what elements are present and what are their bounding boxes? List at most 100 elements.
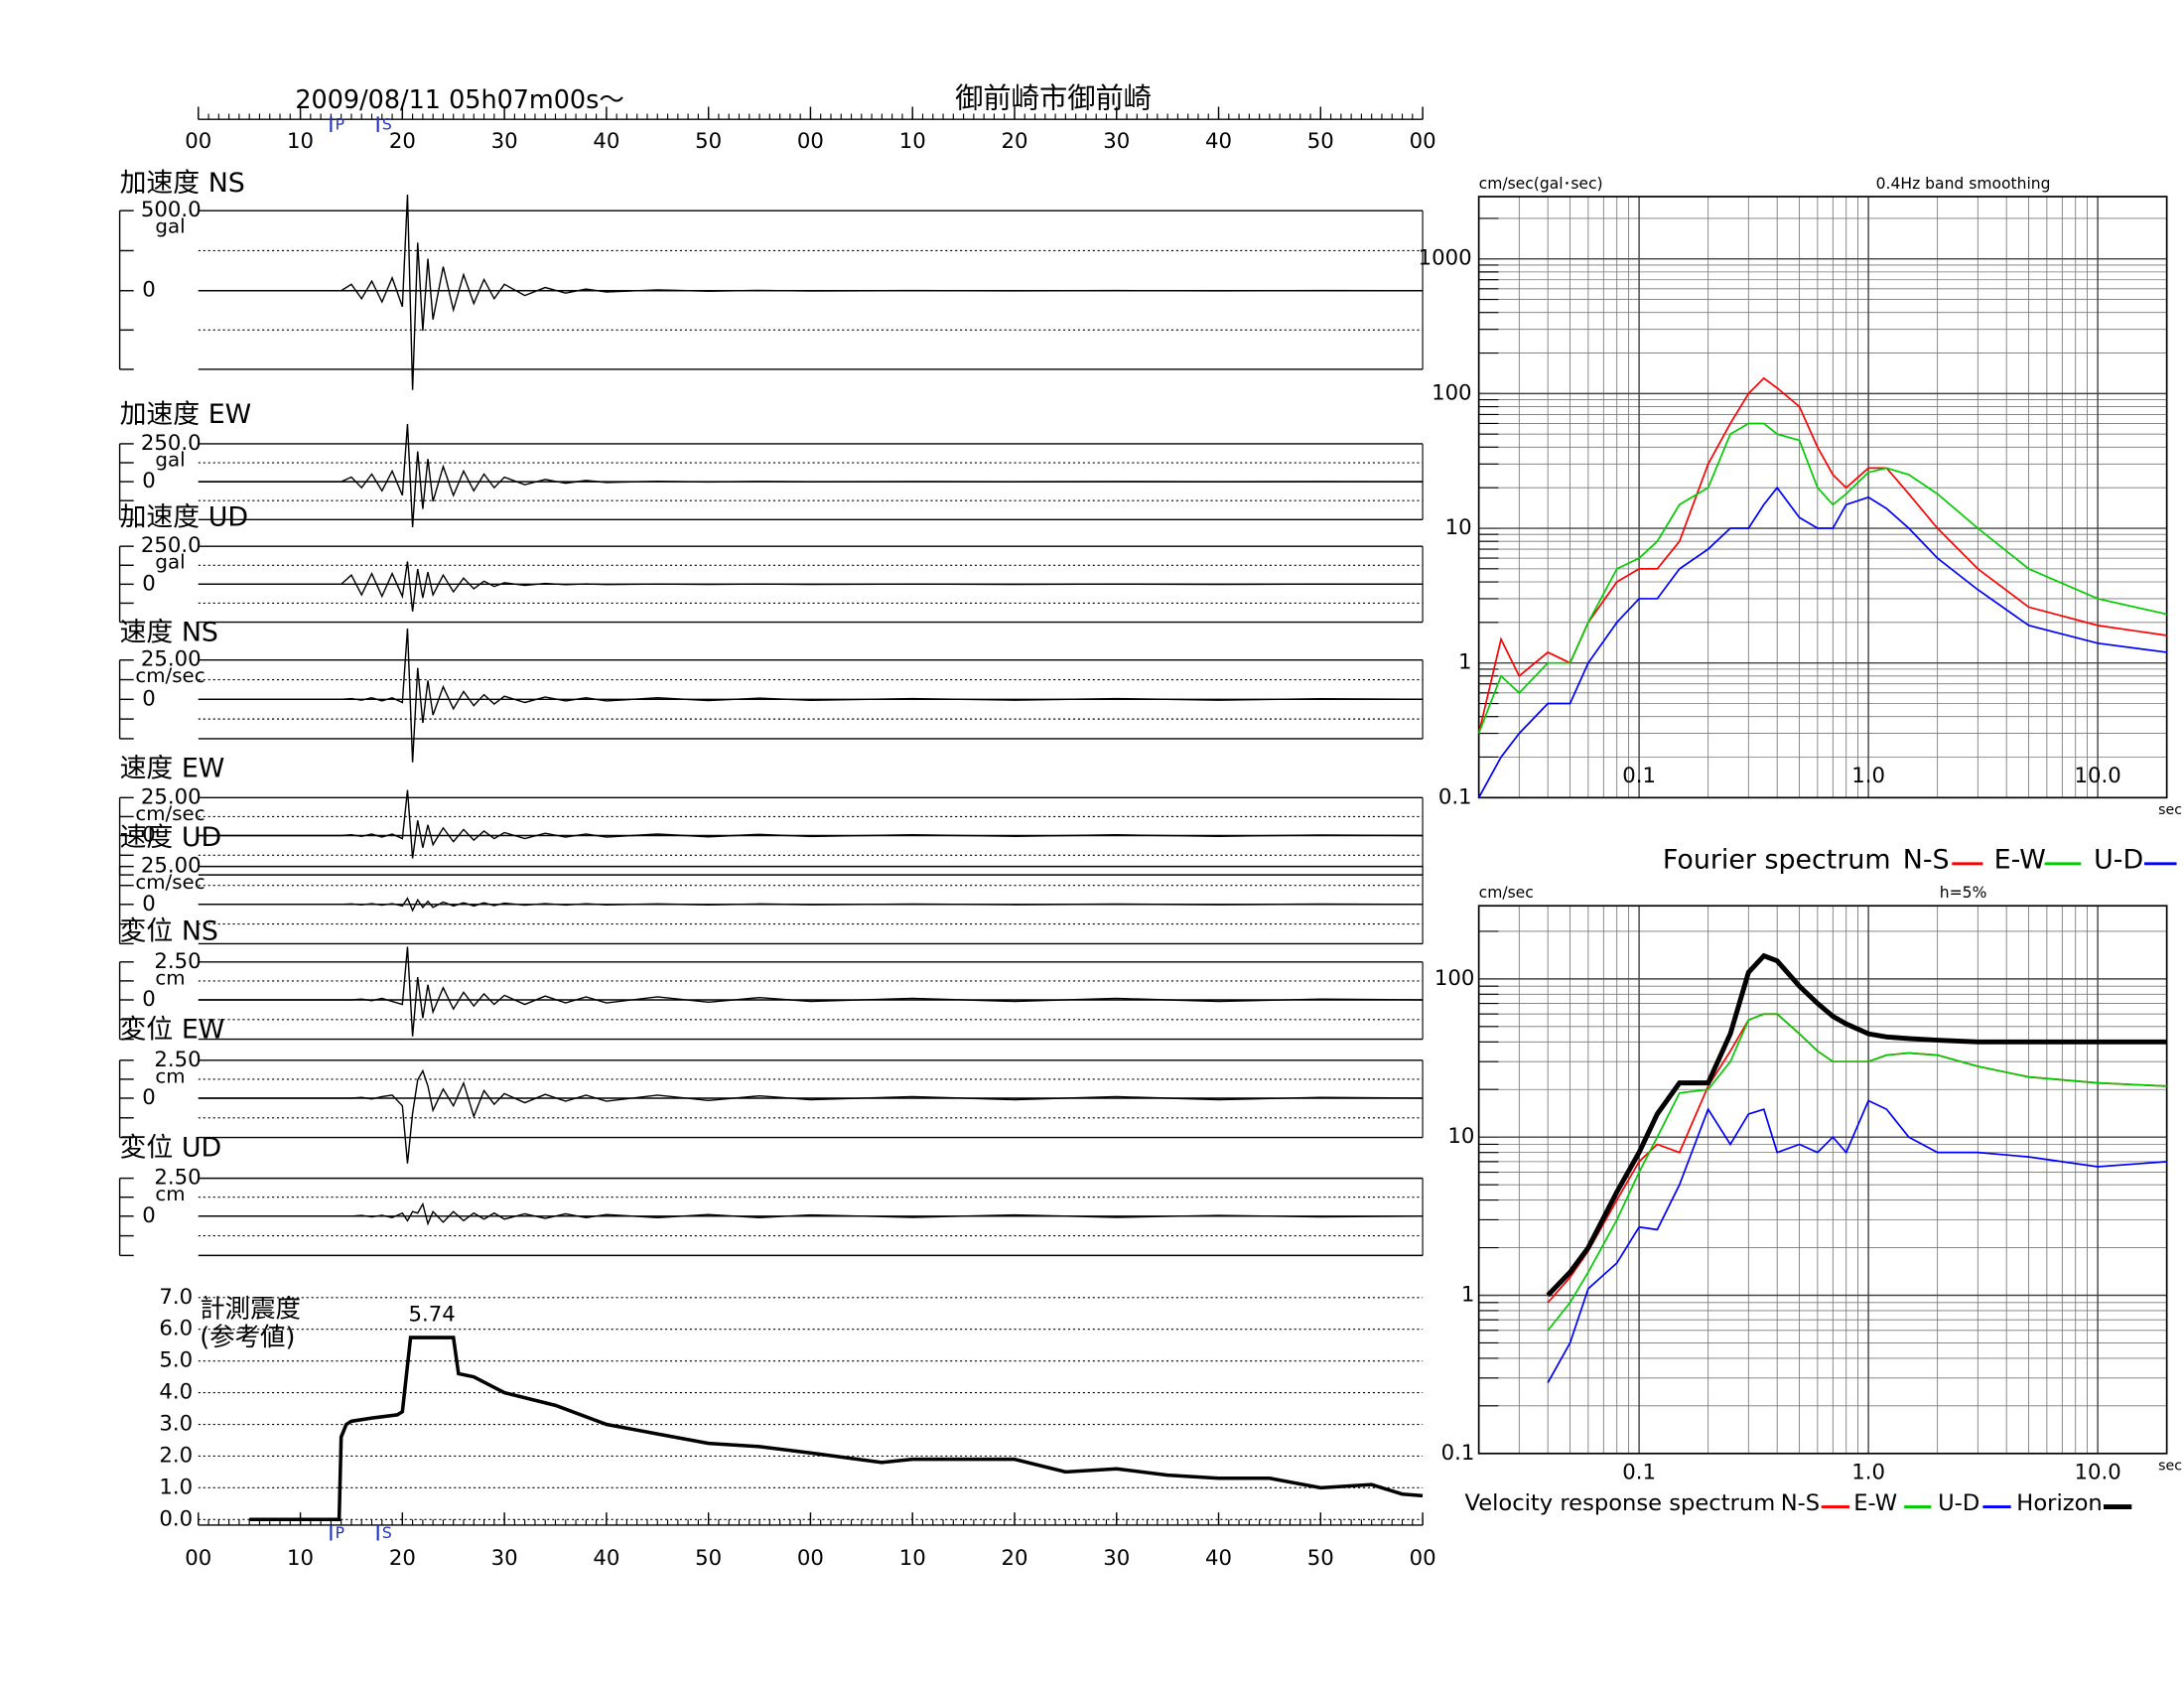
legend-label: E-W [1853, 1490, 1897, 1516]
panel-tick-label: 0 [142, 571, 156, 596]
plot-frame [1477, 905, 2168, 1455]
y-tick-label: 0.1 [1441, 1441, 1475, 1466]
panel-tick-label: 0 [142, 686, 156, 711]
time-tick-label: 30 [1103, 129, 1130, 154]
panel-title: 速度 NS [120, 617, 218, 647]
y-tick-label: 100 [1434, 966, 1474, 991]
time-tick-label: 30 [491, 1546, 518, 1571]
panel-unit: cm [155, 1064, 185, 1087]
record-date: 2009/08/11 05h07m00s〜 [295, 85, 623, 115]
x-tick-label: 10.0 [2075, 1461, 2121, 1485]
legend-label: N-S [1903, 844, 1950, 875]
panel-tick-label: 2.50 [154, 949, 201, 974]
chart-note: h=5% [1940, 884, 1987, 902]
y-tick-label: 1000 [1419, 246, 1472, 271]
waveform [198, 424, 1424, 527]
y-tick-label: 1.0 [159, 1475, 193, 1499]
y-tick-label: 0.1 [1438, 784, 1472, 809]
panel-unit: cm/sec [135, 802, 205, 825]
station-name: 御前崎市御前崎 [955, 81, 1152, 114]
panel-unit: cm/sec [135, 871, 205, 894]
time-tick-label: 10 [899, 129, 926, 154]
y-tick-label: 4.0 [159, 1380, 193, 1405]
phase-label: S [382, 1524, 392, 1542]
panel-title: 変位 EW [120, 1015, 225, 1046]
panel-unit: gal [155, 551, 185, 574]
time-tick-label: 50 [1307, 1546, 1334, 1571]
panel-tick-label: 0 [142, 1085, 156, 1110]
x-axis-label: sec [2158, 802, 2182, 818]
x-tick-label: 0.1 [1622, 1461, 1656, 1485]
time-tick-label: 40 [1205, 1546, 1232, 1571]
chart-note: 0.4Hz band smoothing [1876, 175, 2051, 193]
panel-title: 加速度 EW [120, 399, 252, 430]
waveform [198, 1068, 1424, 1164]
series-line [1477, 422, 2167, 734]
time-tick-label: 20 [389, 129, 416, 154]
time-tick-label: 00 [185, 1546, 211, 1571]
y-tick-label: 2.0 [159, 1443, 193, 1468]
panel-tick-label: 2.50 [154, 1166, 201, 1191]
y-tick-label: 1 [1458, 650, 1472, 675]
chart-title: Velocity response spectrum [1464, 1490, 1775, 1516]
phase-label: P [336, 1524, 344, 1542]
panel-tick-label: 250.0 [141, 533, 202, 558]
panel-tick-label: 25.00 [141, 784, 202, 809]
series-line [1547, 1099, 2167, 1383]
panel-tick-label: 500.0 [141, 198, 202, 222]
time-tick-label: 50 [695, 1546, 722, 1571]
panel-unit: gal [155, 215, 185, 238]
time-tick-label: 50 [695, 129, 722, 154]
panel-tick-label: 0 [142, 892, 156, 916]
time-tick-label: 10 [899, 1546, 926, 1571]
time-tick-label: 20 [389, 1546, 416, 1571]
y-axis-label: cm/sec(gal･sec) [1479, 175, 1603, 193]
y-tick-label: 10 [1447, 1124, 1474, 1149]
x-tick-label: 1.0 [1851, 1461, 1885, 1485]
chart-title: Fourier spectrum [1663, 844, 1891, 875]
time-tick-label: 00 [1410, 1546, 1436, 1571]
y-tick-label: 7.0 [159, 1285, 193, 1310]
panel-tick-label: 25.00 [141, 647, 202, 672]
time-tick-label: 50 [1307, 129, 1334, 154]
time-tick-label: 30 [1103, 1546, 1130, 1571]
time-tick-label: 00 [185, 129, 211, 154]
panel-unit: cm [155, 1183, 185, 1205]
y-tick-label: 0.0 [159, 1506, 193, 1531]
phase-label: P [336, 115, 344, 133]
series-line [1547, 1013, 2167, 1332]
panel-title: 変位 NS [120, 916, 218, 947]
panel-tick-label: 2.50 [154, 1048, 201, 1072]
y-tick-label: 6.0 [159, 1317, 193, 1341]
panel-unit: cm [155, 966, 185, 989]
legend-label: U-D [2094, 844, 2143, 875]
panel-unit: gal [155, 448, 185, 471]
y-tick-label: 3.0 [159, 1412, 193, 1437]
time-tick-label: 40 [593, 1546, 619, 1571]
x-tick-label: 10.0 [2075, 764, 2121, 788]
waveform [198, 789, 1424, 859]
panel-tick-label: 0 [142, 987, 156, 1012]
panel-tick-label: 0 [142, 1203, 156, 1228]
y-tick-label: 10 [1445, 515, 1472, 540]
panel-tick-label: 0 [142, 278, 156, 303]
time-tick-label: 20 [1001, 129, 1027, 154]
time-tick-label: 10 [287, 129, 314, 154]
y-tick-label: 5.0 [159, 1348, 193, 1373]
panel-tick-label: 0 [142, 823, 156, 848]
series-line [1477, 486, 2167, 798]
panel-tick-label: 25.00 [141, 854, 202, 879]
waveform [198, 194, 1424, 390]
time-tick-label: 00 [797, 1546, 824, 1571]
time-tick-label: 00 [797, 129, 824, 154]
peak-label: 5.74 [409, 1302, 456, 1327]
waveform [198, 1201, 1424, 1226]
panel-title: 速度 EW [120, 754, 225, 784]
panel-unit: cm/sec [135, 664, 205, 687]
waveform [198, 561, 1424, 612]
y-axis-label: cm/sec [1479, 884, 1534, 902]
chart-title: 計測震度 [200, 1295, 301, 1325]
